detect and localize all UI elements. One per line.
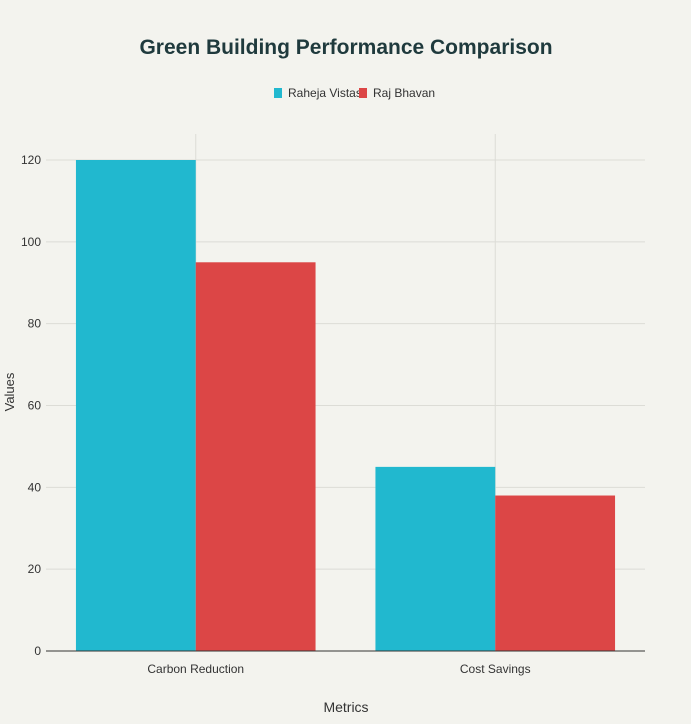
bar bbox=[75, 160, 196, 651]
x-axis-title: Metrics bbox=[323, 699, 368, 715]
x-tick-label: Carbon Reduction bbox=[147, 662, 244, 676]
bars bbox=[75, 160, 616, 651]
legend-label-raheja-vistas: Raheja Vistas bbox=[288, 86, 362, 100]
y-tick-label: 0 bbox=[34, 644, 41, 658]
bar bbox=[195, 262, 316, 651]
legend-swatch-raheja-vistas bbox=[274, 88, 282, 98]
x-axis-ticks: Carbon Reduction Cost Savings bbox=[147, 662, 530, 676]
chart-title: Green Building Performance Comparison bbox=[139, 36, 552, 59]
y-axis-title: Values bbox=[2, 372, 17, 411]
y-tick-label: 120 bbox=[21, 153, 41, 167]
y-tick-label: 60 bbox=[28, 399, 42, 413]
y-tick-label: 100 bbox=[21, 235, 41, 249]
y-tick-label: 20 bbox=[28, 562, 42, 576]
x-tick-label: Cost Savings bbox=[460, 662, 531, 676]
bar bbox=[495, 495, 616, 651]
legend: Raheja Vistas Raj Bhavan bbox=[274, 86, 435, 100]
y-axis-ticks: 0 20 40 60 80 100 120 bbox=[21, 153, 41, 658]
y-tick-label: 80 bbox=[28, 317, 42, 331]
y-tick-label: 40 bbox=[28, 480, 42, 494]
legend-label-raj-bhavan: Raj Bhavan bbox=[373, 86, 435, 100]
bar bbox=[375, 466, 496, 651]
legend-swatch-raj-bhavan bbox=[359, 88, 367, 98]
